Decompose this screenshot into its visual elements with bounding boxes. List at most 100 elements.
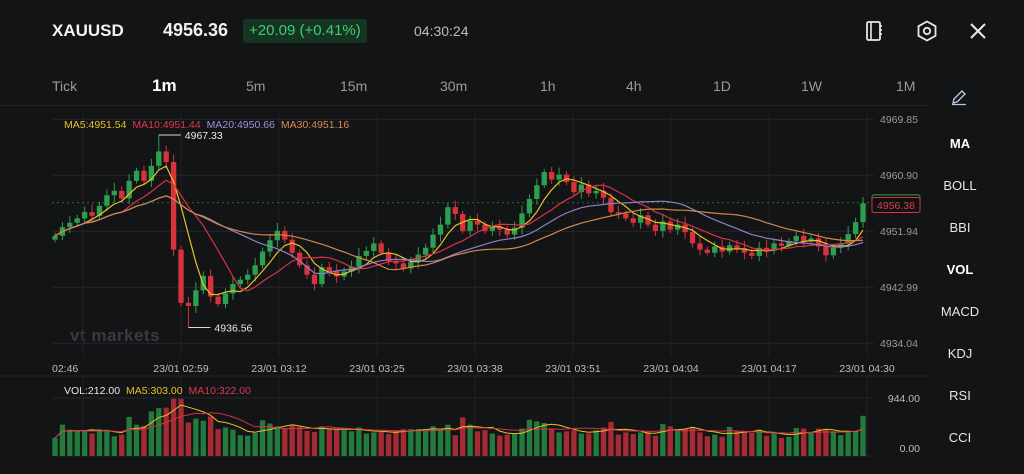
legend-ma20: MA20:4950.66	[206, 119, 275, 131]
candle-body	[675, 224, 681, 230]
candle-body	[860, 203, 866, 223]
volume-bar	[786, 436, 792, 456]
candle-body	[489, 227, 496, 231]
volume-bar	[341, 430, 347, 456]
candle-body	[400, 263, 407, 269]
candle-body	[252, 265, 258, 275]
volume-bar	[96, 429, 103, 456]
volume-tick-label: 944.00	[888, 393, 920, 405]
indicator-macd[interactable]: MACD	[940, 304, 980, 319]
tab-15m[interactable]: 15m	[340, 78, 368, 94]
indicator-cci[interactable]: CCI	[948, 430, 972, 445]
volume-bar	[460, 417, 466, 456]
indicator-boll[interactable]: BOLL	[943, 178, 977, 193]
volume-bar	[126, 416, 132, 456]
tab-1m[interactable]: 1m	[152, 76, 177, 95]
indicator-kdj[interactable]: KDJ	[947, 346, 973, 361]
tab-tick[interactable]: Tick	[52, 78, 78, 94]
candle-body	[89, 212, 95, 216]
volume-bar	[296, 426, 303, 456]
volume-bar	[830, 431, 837, 456]
ma5-line	[54, 165, 864, 296]
volume-bar	[348, 431, 355, 456]
indicator-rsi[interactable]: RSI	[949, 388, 971, 403]
volume-bar	[111, 436, 117, 456]
candle-body	[652, 224, 659, 231]
price-change-badge: +20.09 (+0.41%)	[243, 19, 367, 43]
volume-bar	[548, 429, 555, 456]
legend-vol-ma5: MA5:303.00	[125, 385, 183, 397]
x-tick-label: 23/01 04:30	[839, 363, 895, 375]
volume-bar	[282, 427, 288, 456]
ma30-line	[54, 195, 864, 271]
notes-icon[interactable]	[862, 19, 886, 43]
volume-bar	[371, 432, 377, 456]
volume-bar	[704, 436, 710, 456]
tab-1d[interactable]: 1D	[713, 78, 731, 94]
volume-bar	[645, 431, 651, 456]
candle-body	[178, 249, 184, 303]
indicator-bbi[interactable]: BBI	[949, 220, 971, 235]
indicator-ma[interactable]: MA	[949, 136, 971, 151]
symbol-name[interactable]: XAUUSD	[52, 21, 124, 40]
candle-body	[704, 249, 710, 253]
indicator-vol[interactable]: VOL	[946, 262, 974, 277]
volume-legend: VOL:212.00 MA5:303.00 MA10:322.00	[64, 385, 254, 397]
volume-bar	[148, 411, 155, 456]
low-price-label: 4936.56	[214, 322, 252, 334]
legend-vol-ma10: MA10:322.00	[188, 385, 251, 397]
candle-body	[682, 224, 688, 233]
volume-bar	[319, 426, 325, 456]
volume-bar	[823, 429, 829, 456]
volume-bar	[801, 428, 807, 456]
candle-body	[133, 170, 140, 181]
x-tick-label: 23/01 02:59	[153, 363, 209, 375]
volume-bar	[178, 398, 184, 456]
volume-bar	[712, 434, 718, 456]
candle-body	[393, 260, 399, 264]
candle-body	[667, 221, 673, 230]
x-tick-label: 23/01 03:38	[447, 363, 503, 375]
close-icon[interactable]	[966, 19, 990, 43]
volume-bar	[119, 434, 125, 456]
settings-hexagon-icon[interactable]	[915, 19, 939, 43]
candle-body	[726, 245, 733, 252]
volume-bar	[208, 416, 214, 456]
bid-price-label: 4956.38	[877, 200, 915, 212]
tab-30m[interactable]: 30m	[440, 78, 468, 94]
volume-bar	[838, 435, 844, 456]
candle-body	[52, 235, 58, 240]
volume-bar	[675, 430, 681, 456]
tab-4h[interactable]: 4h	[626, 78, 642, 94]
candle-body	[215, 296, 221, 305]
volume-bar	[763, 435, 770, 456]
volume-bar	[89, 433, 95, 456]
volume-bar	[274, 426, 281, 456]
candle-body	[586, 184, 592, 194]
volume-bar	[156, 408, 162, 456]
volume-bar	[474, 431, 481, 456]
indicator-panel: MA BOLL BBI VOL MACD KDJ RSI CCI	[930, 66, 1024, 466]
volume-bar	[689, 426, 696, 456]
volume-bar	[215, 429, 221, 456]
candle-body	[378, 243, 384, 253]
legend-ma10: MA10:4951.44	[132, 119, 201, 131]
tab-1mo[interactable]: 1M	[896, 78, 916, 94]
candle-body	[845, 234, 851, 244]
candle-body	[111, 190, 117, 196]
tab-1w[interactable]: 1W	[801, 78, 822, 94]
tab-1h[interactable]: 1h	[540, 78, 556, 94]
candle-body	[334, 271, 340, 277]
x-tick-label: 23/01 03:51	[545, 363, 601, 375]
candle-body	[645, 215, 651, 225]
volume-bar	[245, 435, 251, 456]
price-chart[interactable]: 4969.85 4960.90 4951.94 4942.99 4934.04 02:46…	[0, 0, 930, 474]
tab-5m[interactable]: 5m	[246, 78, 266, 94]
candle-body	[230, 284, 236, 294]
volume-bar	[586, 433, 592, 456]
ma-legend: MA5:4951.54 MA10:4951.44 MA20:4950.66 MA…	[64, 119, 352, 131]
pencil-icon[interactable]	[950, 88, 968, 106]
candle-body	[126, 180, 132, 199]
candle-body	[237, 279, 243, 285]
